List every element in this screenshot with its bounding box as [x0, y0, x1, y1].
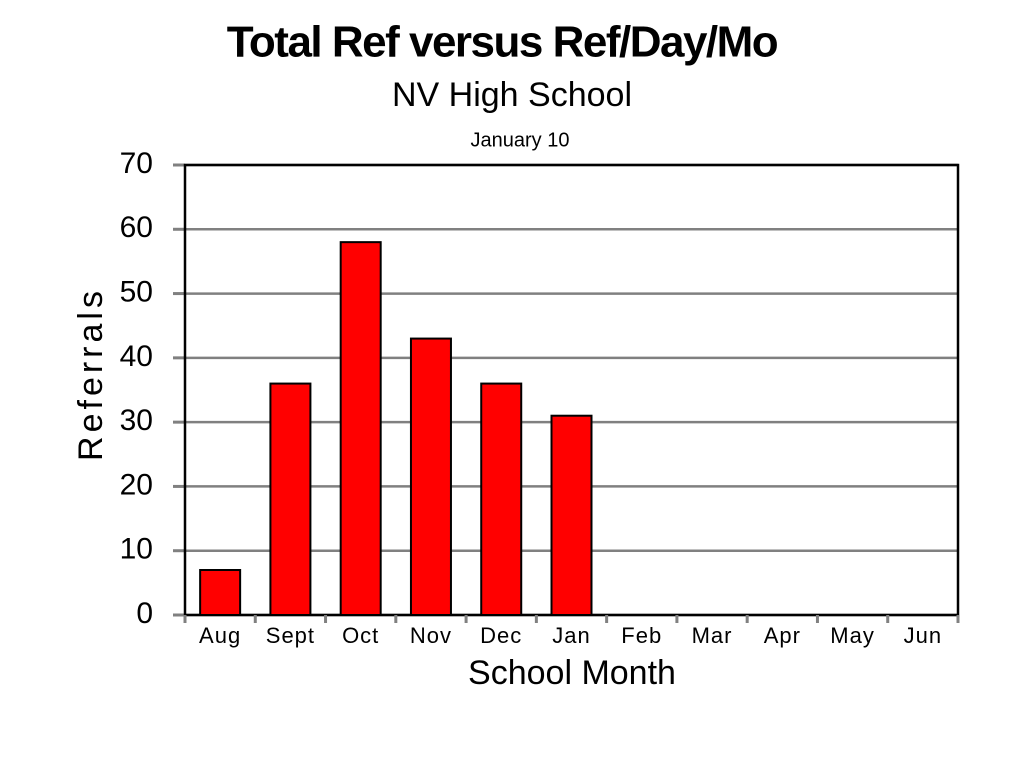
x-tick-label: Jan — [552, 623, 590, 648]
bar — [339, 241, 382, 616]
x-tick-label: Aug — [199, 623, 241, 648]
x-tick-label: Feb — [621, 623, 662, 648]
annotation: January 10 — [471, 129, 570, 151]
bar — [269, 382, 312, 617]
bar — [480, 382, 523, 617]
chart-title: Total Ref versus Ref/Day/Mo — [227, 18, 778, 67]
y-tick-label: 70 — [120, 147, 153, 180]
x-tick-label: Mar — [692, 623, 733, 648]
y-tick-label: 40 — [120, 340, 153, 373]
bar — [409, 337, 452, 616]
y-tick-label: 10 — [120, 533, 153, 566]
x-tick-label: Dec — [480, 623, 522, 648]
bar — [550, 414, 593, 617]
bar — [199, 569, 242, 616]
chart-subtitle: NV High School — [392, 76, 632, 114]
x-axis-label: School Month — [468, 654, 676, 692]
y-axis-label: Referrals — [72, 287, 110, 461]
y-tick-label: 50 — [120, 275, 153, 308]
y-tick-label: 0 — [136, 597, 153, 630]
y-tick-label: 30 — [120, 404, 153, 437]
x-tick-label: Nov — [410, 623, 452, 648]
x-tick-label: Sept — [266, 623, 315, 648]
x-tick-label: May — [830, 623, 875, 648]
x-tick-label: Apr — [764, 623, 801, 648]
x-tick-label: Jun — [904, 623, 942, 648]
x-tick-label: Oct — [342, 623, 379, 648]
y-tick-label: 20 — [120, 468, 153, 501]
y-tick-label: 60 — [120, 211, 153, 244]
